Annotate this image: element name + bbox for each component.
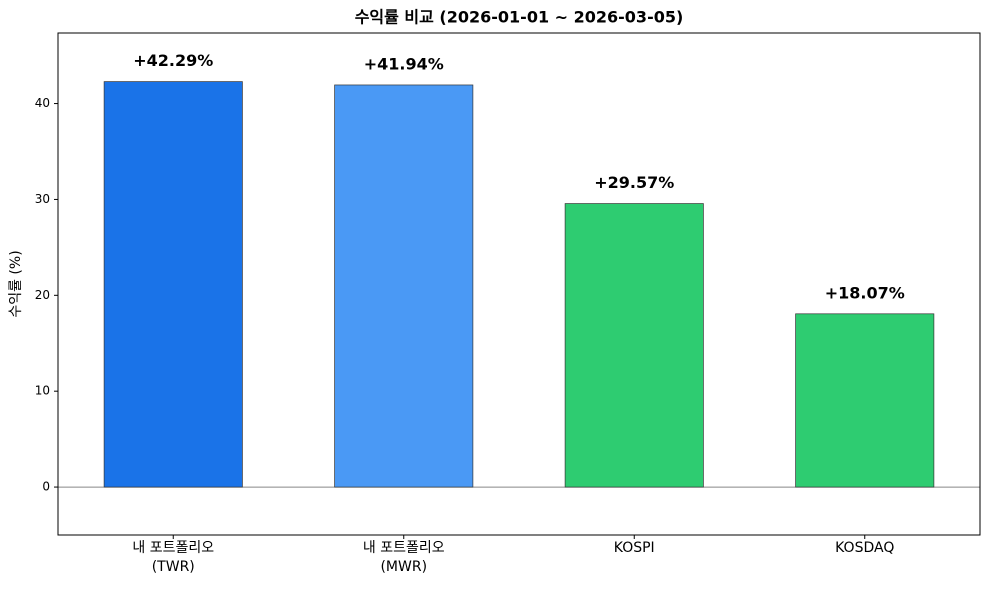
- value-label: +18.07%: [825, 283, 905, 302]
- y-tick-label: 40: [35, 96, 50, 110]
- chart-title: 수익률 비교 (2026-01-01 ~ 2026-03-05): [355, 8, 684, 27]
- x-tick-label: 내 포트폴리오 (TWR): [132, 540, 215, 575]
- value-label: +29.57%: [594, 173, 674, 192]
- y-tick-label: 30: [35, 192, 50, 206]
- bar: [334, 84, 474, 488]
- x-tick-label: KOSPI: [613, 540, 655, 556]
- bar: [103, 81, 243, 488]
- x-tick-label: KOSDAQ: [835, 540, 895, 556]
- value-label: +41.94%: [364, 54, 444, 73]
- plot-frame: [57, 32, 981, 536]
- x-tick-label: 내 포트폴리오 (MWR): [362, 540, 445, 575]
- bar: [795, 313, 935, 488]
- value-label: +42.29%: [133, 51, 213, 70]
- y-tick-label: 0: [42, 480, 50, 494]
- y-tick-label: 10: [35, 384, 50, 398]
- bar: [564, 203, 704, 488]
- y-tick-label: 20: [35, 288, 50, 302]
- y-axis-label: 수익률 (%): [8, 250, 24, 317]
